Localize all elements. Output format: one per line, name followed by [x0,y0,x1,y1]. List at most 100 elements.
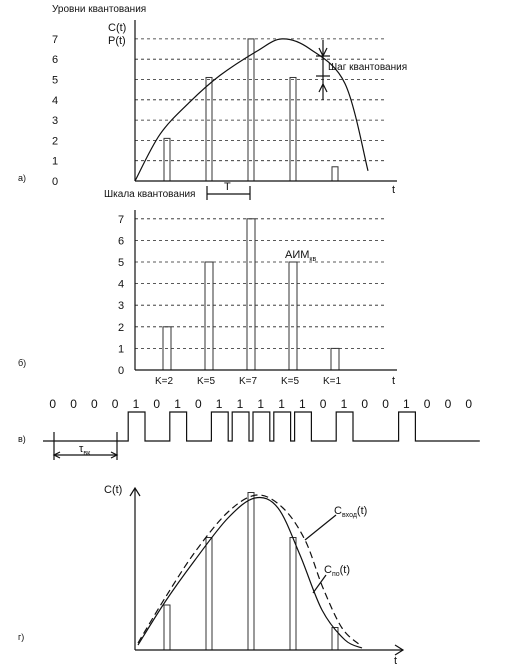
panel-b-y-tick-label: 3 [118,300,124,312]
panel-c-tag: в) [18,434,26,444]
tau-arrow-right [110,451,119,459]
period-label: T [224,181,231,193]
bit-label: 0 [195,397,202,411]
panel-b-gridlines [135,218,385,349]
panel-b-category-label: K=1 [323,376,342,387]
bit-label: 1 [174,397,181,411]
panel-b-bar [246,218,256,371]
panel-a-sample-bar [163,137,171,182]
bit-label: 0 [361,397,368,411]
bit-label: 1 [237,397,244,411]
panel-a-y-ticks: 0 1 2 3 4 5 6 7 [52,34,58,188]
panel-a-y-tick-label: 1 [52,156,58,168]
input-curve-label: Cвход(t) [334,505,367,519]
panel-a-y-tick-label: 6 [52,54,58,66]
panel-a-y-tick-label: 0 [52,176,58,188]
panel-a-gridlines [135,38,385,162]
panel-d-x-arrow [394,644,405,656]
panel-a-y-tick-label: 3 [52,115,58,127]
panel-b-bars [162,218,340,371]
panel-a-sample-bar [289,76,297,182]
panel-b-y-ticks: 0 1 2 3 4 5 6 7 [118,214,124,377]
panel-a-sample-bar [331,166,339,182]
panel-d-t-label: t [394,655,397,666]
panel-d-sample-bar [247,492,255,651]
panel-d-sample-bar [331,627,339,651]
bit-label: 0 [465,397,472,411]
step-arrow-bottom [318,82,328,93]
panel-d-c-label: C(t) [104,484,122,496]
p-axis-label: P(t) [108,35,126,47]
panel-b-y-tick-label: 0 [118,365,124,377]
panel-b-y-tick-label: 1 [118,343,124,355]
bit-label: 1 [341,397,348,411]
restored-curve-pointer [312,574,327,594]
bit-label: 0 [91,397,98,411]
bit-label: 1 [257,397,264,411]
tau-arrow-left [52,451,61,459]
tau-label: τвк [79,443,91,457]
panel-b-bar [330,347,340,371]
panel-b-y-tick-label: 2 [118,322,124,334]
panel-a-t-label: t [392,184,395,196]
input-signal-curve [137,494,361,646]
restored-curve-label: Cпо(t) [324,564,350,578]
bit-label: 0 [112,397,119,411]
restored-signal-curve [137,496,363,649]
restored-curve-sub: по [332,571,340,578]
panel-b-y-tick-label: 4 [118,279,124,291]
restored-curve-tail: (t) [340,564,350,576]
panel-b-y-tick-label: 6 [118,235,124,247]
panel-d: C(t) Cвход(t) Cпо(t) t г) [18,484,405,666]
aim-label: АИМкв [285,249,316,263]
panel-d-sample-bar [289,537,297,651]
panel-a: Уровни квантования C(t) P(t) 0 1 2 3 4 5 6 7 Ша… [18,4,407,200]
panel-a-y-tick-label: 4 [52,95,58,107]
panel-b-category-label: K=5 [197,376,216,387]
panel-a-sample-bars [163,38,339,182]
aim-label-main: АИМ [285,249,309,261]
panel-b-y-tick-label: 5 [118,257,124,269]
bit-label: 0 [424,397,431,411]
panel-a-y-tick-label: 5 [52,75,58,87]
panel-b-bar [204,261,214,371]
aim-label-sub: кв [309,256,316,263]
levels-title-text: Уровни квантования [52,4,146,15]
scale-title: Шкала квантования [104,189,195,200]
panel-b-y-tick-label: 7 [118,214,124,226]
bit-label: 1 [299,397,306,411]
pulse-train [43,411,480,442]
bit-label: 0 [445,397,452,411]
panel-d-y-arrow [129,486,141,497]
step-label: Шаг квантования [328,62,407,73]
input-curve-tail: (t) [357,505,367,517]
panel-b-t-label: t [392,375,395,387]
panel-b-tag: б) [18,358,26,368]
panel-d-sample-bars [163,492,339,651]
panel-d-sample-bar [163,604,171,651]
levels-title: Уровни квантования [52,4,146,15]
panel-d-sample-bar [205,537,213,651]
bit-label: 0 [49,397,56,411]
panel-b-bar [288,261,298,371]
bit-label: 0 [70,397,77,411]
panel-b-category-label: K=5 [281,376,300,387]
bit-label: 0 [153,397,160,411]
panel-a-tag: а) [18,173,26,183]
panel-a-signal-curve [134,38,369,182]
panel-a-y-tick-label: 7 [52,34,58,46]
input-curve-main: C [334,505,342,517]
panel-a-sample-bar [205,76,213,182]
bit-label: 0 [320,397,327,411]
input-curve-pointer [304,514,337,541]
bit-label: 1 [133,397,140,411]
c-axis-label: C(t) [108,22,126,34]
input-curve-sub: вход [342,512,357,519]
panel-a-sample-bar [247,38,255,182]
panel-a-y-tick-label: 2 [52,135,58,147]
panel-b-category-label: K=7 [239,376,258,387]
